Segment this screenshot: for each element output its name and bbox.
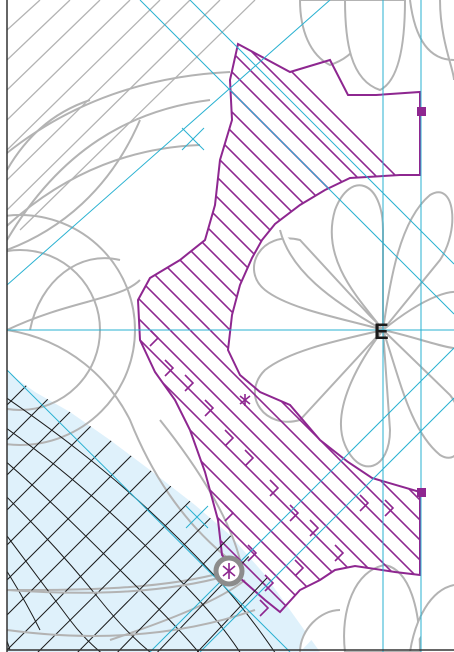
blue-area-arcs (7, 574, 256, 637)
bottom-petals (299, 563, 454, 652)
stitch-arrows (149, 329, 395, 617)
guide-lines (7, 0, 454, 652)
flower-petals (253, 184, 454, 468)
center-label: E (374, 319, 389, 344)
corner-square-icon (417, 488, 426, 497)
top-petals (298, 0, 454, 92)
start-marker-icon[interactable] (213, 555, 245, 587)
purple-star-icon (239, 394, 251, 406)
corner-square-icon (417, 107, 426, 116)
block-outlines (7, 71, 246, 641)
gray-hatching (7, 0, 256, 231)
